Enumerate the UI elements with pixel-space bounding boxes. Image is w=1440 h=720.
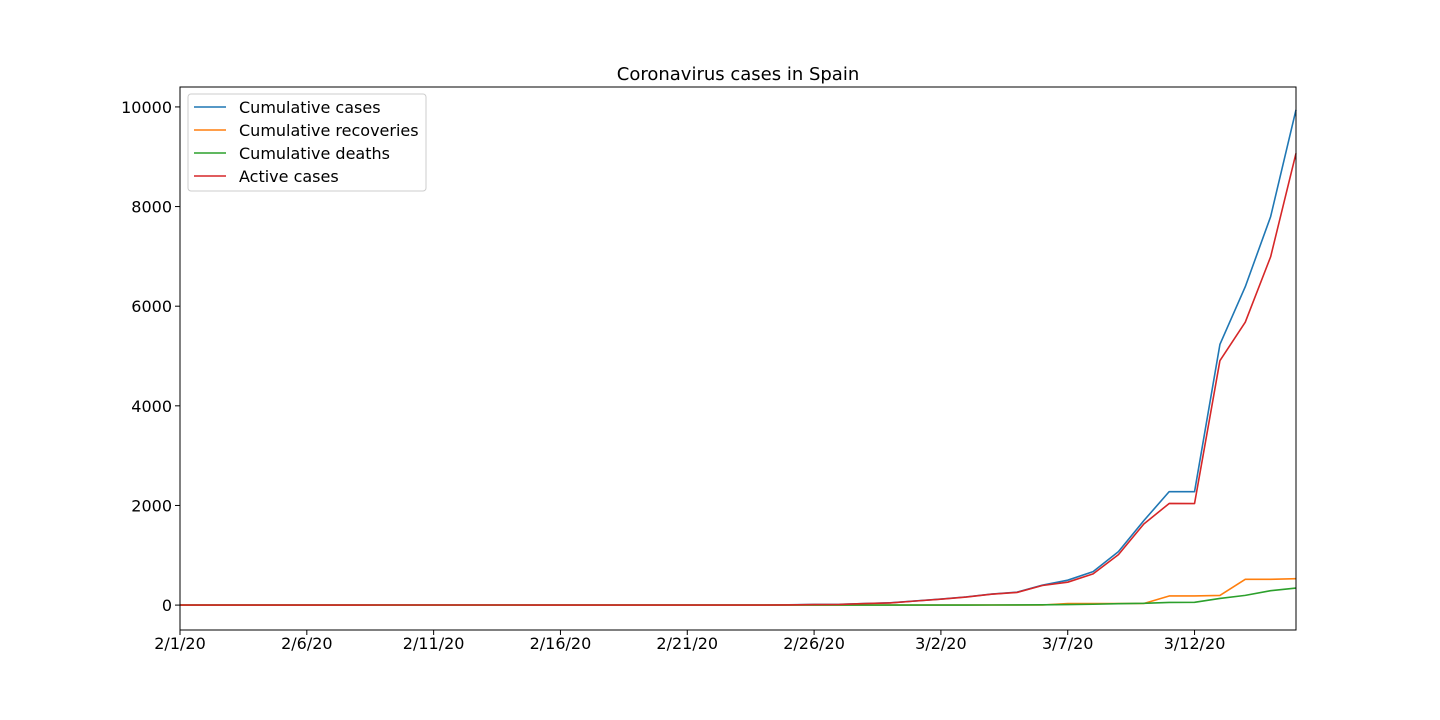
legend-label: Cumulative recoveries xyxy=(239,121,419,140)
x-axis: 2/1/20 2/6/20 2/11/20 2/16/20 2/21/20 2/26/20… xyxy=(154,630,1225,653)
x-tick-label: 2/26/20 xyxy=(783,634,845,653)
legend-label: Cumulative cases xyxy=(239,98,381,117)
legend-label: Cumulative deaths xyxy=(239,144,390,163)
x-tick-label: 2/21/20 xyxy=(656,634,718,653)
legend-label: Active cases xyxy=(239,167,339,186)
x-tick-label: 3/7/20 xyxy=(1042,634,1094,653)
x-tick-label: 2/16/20 xyxy=(530,634,592,653)
y-tick-label: 2000 xyxy=(131,496,172,515)
chart-title: Coronavirus cases in Spain xyxy=(617,64,860,85)
x-tick-label: 2/1/20 xyxy=(154,634,206,653)
x-tick-label: 3/12/20 xyxy=(1164,634,1226,653)
y-tick-label: 10000 xyxy=(121,98,172,117)
plot-frame xyxy=(179,86,1297,631)
y-tick-label: 6000 xyxy=(131,297,172,316)
plot-area xyxy=(180,109,1297,606)
legend-box xyxy=(187,93,427,192)
x-tick-label: 2/11/20 xyxy=(403,634,465,653)
x-tick-label: 3/2/20 xyxy=(915,634,967,653)
series-line-3 xyxy=(180,587,1297,606)
series-line-2 xyxy=(180,577,1297,606)
legend: Cumulative cases Cumulative recoveries Cum… xyxy=(187,93,427,192)
series-line-4 xyxy=(180,153,1297,606)
y-axis: 0 2000 4000 6000 8000 10000 xyxy=(121,98,180,615)
y-tick-label: 4000 xyxy=(131,397,172,416)
y-tick-label: 0 xyxy=(162,596,172,615)
x-tick-label: 2/6/20 xyxy=(281,634,333,653)
y-tick-label: 8000 xyxy=(131,198,172,217)
